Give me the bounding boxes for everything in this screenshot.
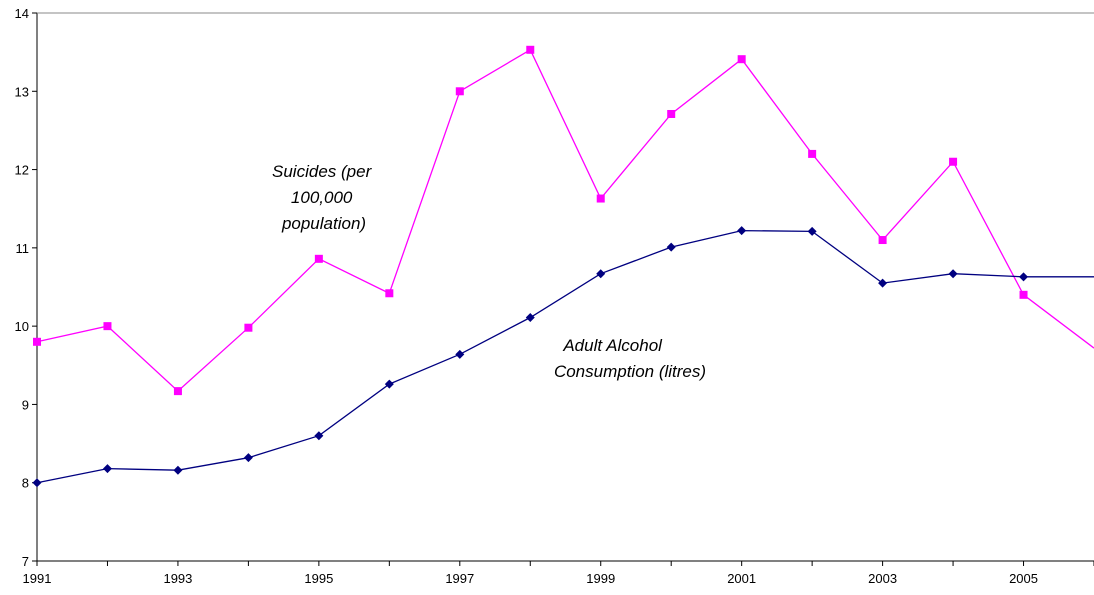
- series-line: [36, 229, 1094, 484]
- y-tick-label: 8: [22, 476, 29, 491]
- annotation-alcohol: Adult Alcohol Consumption (litres): [554, 336, 706, 381]
- data-point-diamond: [102, 464, 112, 474]
- x-tick-label: 2001: [727, 571, 756, 586]
- data-point-square: [737, 55, 746, 64]
- x-tick-label: 1999: [586, 571, 615, 586]
- x-tick-label: 1997: [445, 571, 474, 586]
- data-point-diamond: [314, 431, 324, 441]
- data-point-square: [314, 254, 323, 263]
- data-point-square: [103, 322, 112, 331]
- x-tick-label: 1991: [23, 571, 52, 586]
- data-point-diamond: [384, 379, 394, 389]
- data-point-diamond: [243, 453, 253, 463]
- x-tick-label: 1995: [304, 571, 333, 586]
- data-point-square: [455, 87, 464, 96]
- data-point-diamond: [1019, 272, 1029, 282]
- data-point-square: [173, 387, 182, 396]
- data-point-square: [244, 323, 253, 332]
- data-point-diamond: [878, 278, 888, 288]
- chart-annotations: Suicides (per 100,000 population) Adult …: [272, 162, 706, 381]
- data-point-diamond: [666, 242, 676, 252]
- data-point-square: [1019, 290, 1028, 299]
- x-tick-label: 2003: [868, 571, 897, 586]
- data-point-diamond: [737, 226, 747, 236]
- annotation-suicides-line-1: Suicides (per: [272, 162, 373, 181]
- data-point-diamond: [32, 478, 42, 488]
- y-tick-label: 13: [15, 84, 29, 99]
- data-point-diamond: [596, 269, 606, 279]
- chart-axes: [32, 12, 1094, 566]
- y-tick-label: 9: [22, 397, 29, 412]
- y-tick-label: 14: [15, 6, 29, 21]
- annotation-alcohol-line-1: Adult Alcohol: [562, 336, 663, 355]
- series-line: [36, 48, 1094, 392]
- data-point-diamond: [525, 313, 535, 323]
- data-point-diamond: [807, 226, 817, 236]
- annotation-alcohol-line-2: Consumption (litres): [554, 362, 706, 381]
- y-tick-label: 11: [16, 241, 30, 256]
- series-0: [33, 45, 1094, 396]
- annotation-suicides: Suicides (per 100,000 population): [272, 162, 376, 233]
- y-tick-label: 10: [15, 319, 29, 334]
- data-point-diamond: [455, 349, 465, 359]
- y-tick-label: 12: [15, 163, 29, 178]
- data-point-diamond: [173, 465, 183, 475]
- annotation-suicides-line-2: 100,000: [291, 188, 353, 207]
- data-point-square: [385, 289, 394, 298]
- chart-tick-labels: 7 8 9 10 11 12 13 14 1991 1993 1995 1997 1999 2001 200…: [15, 6, 1038, 586]
- y-tick-label: 7: [22, 554, 29, 569]
- data-point-square: [596, 194, 605, 203]
- series-1: [32, 226, 1094, 488]
- data-point-square: [526, 45, 535, 54]
- data-point-square: [878, 236, 887, 245]
- data-point-square: [667, 109, 676, 118]
- x-tick-label: 2005: [1009, 571, 1038, 586]
- data-point-square: [33, 337, 41, 346]
- data-point-diamond: [948, 269, 958, 279]
- annotation-suicides-line-3: population): [281, 214, 366, 233]
- x-tick-label: 1993: [163, 571, 192, 586]
- data-point-square: [808, 149, 817, 158]
- chart-series: [32, 45, 1094, 488]
- data-point-square: [949, 157, 958, 166]
